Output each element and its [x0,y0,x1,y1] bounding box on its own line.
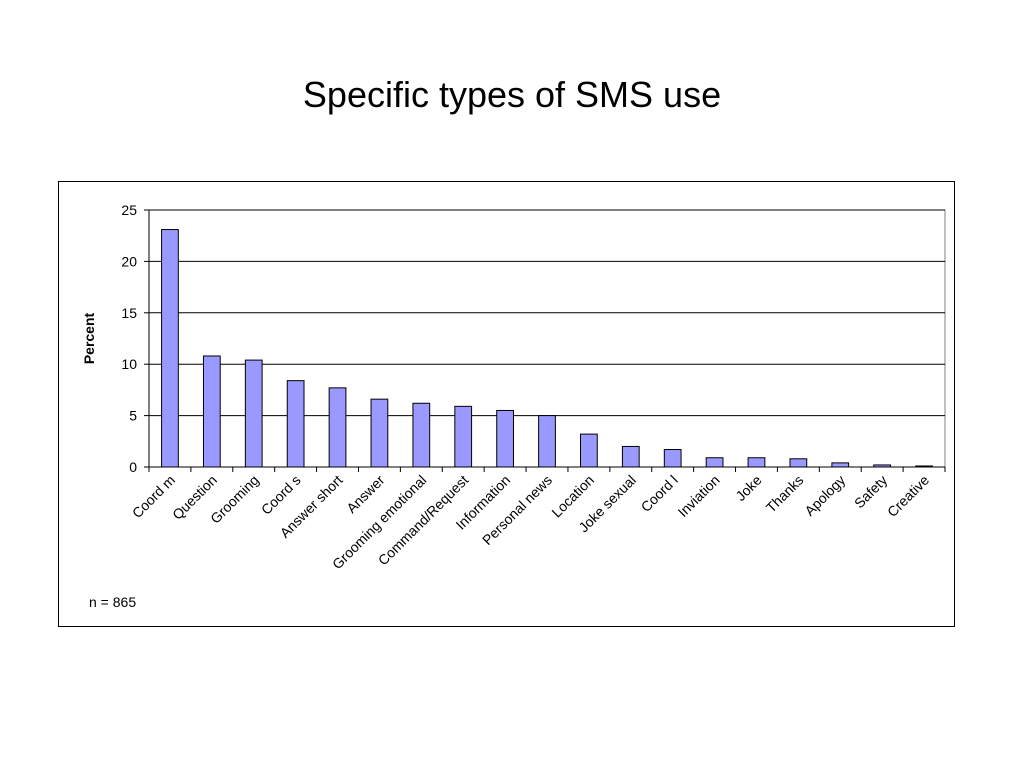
axes [144,209,946,472]
x-tick-label: Apology [801,472,848,519]
bar-coord-s [286,380,305,468]
y-tick-label: 10 [121,356,137,372]
y-tick-label: 5 [129,408,137,424]
y-tick-label: 20 [121,253,137,269]
bar-answer-short [328,387,347,468]
bar-apology [831,462,850,468]
bar-inviation [705,457,724,468]
bar-command-request [454,405,473,468]
x-tick-label: Thanks [763,472,807,516]
bar-information [496,409,514,468]
x-tick-label: Joke [732,472,764,504]
bar-grooming [244,359,263,468]
bar-question [202,355,221,468]
bar-coord-m [161,229,179,468]
bar-answer [370,398,389,468]
bar-joke-sexual [621,445,640,468]
y-tick-label: 25 [121,202,137,218]
x-tick-label: Inviation [675,472,723,520]
y-tick-label: 15 [121,305,137,321]
bar-joke [747,457,766,468]
sample-size-note: n = 865 [89,594,137,610]
chart-frame: 0 5 10 15 20 25 Percent Coord m Question Grooming… [58,181,955,627]
bar-personal-news [538,415,556,468]
x-tick-label: Safety [851,472,890,511]
bar-thanks [789,458,808,468]
bar-coord-l [663,449,682,468]
bar-location [580,433,598,468]
y-axis-label: Percent [81,312,97,364]
bar-grooming-emotional [412,402,431,468]
bars [161,229,933,468]
x-tick-label: Creative [884,472,932,520]
slide-title: Specific types of SMS use [302,74,722,115]
y-tick-label: 0 [129,459,137,475]
